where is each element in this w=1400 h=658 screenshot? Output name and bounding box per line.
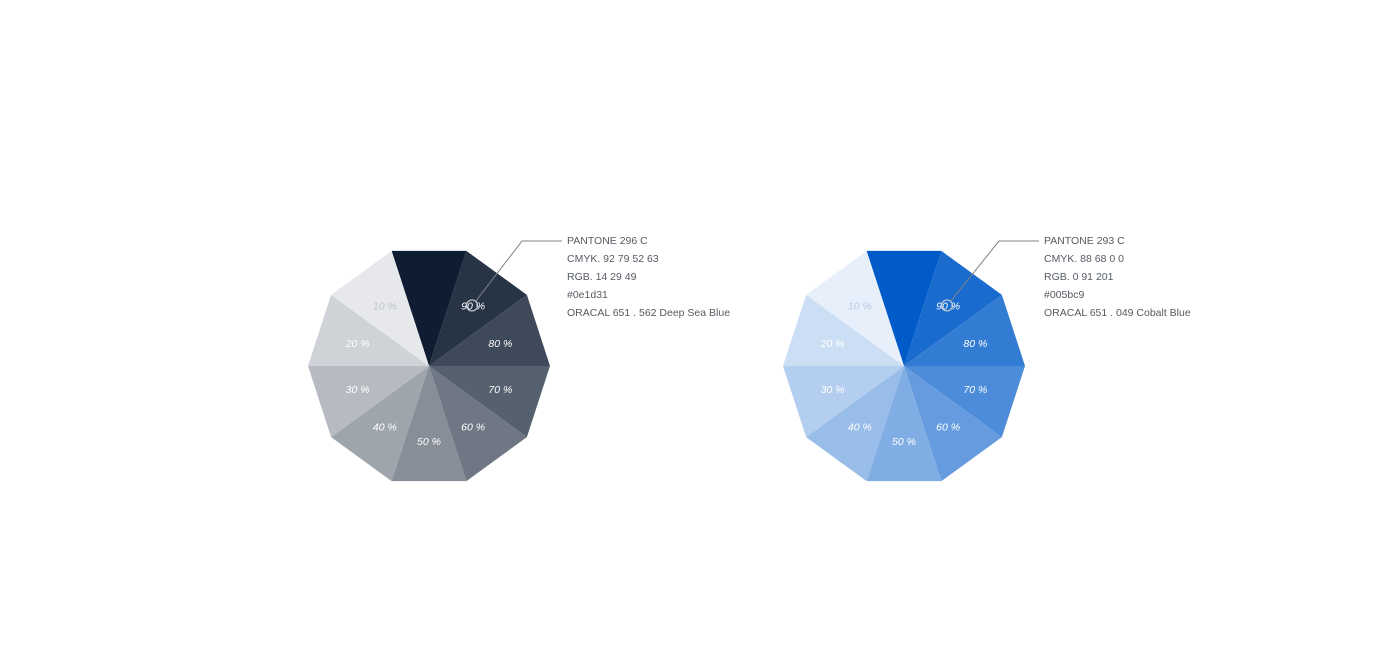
tint-label: 70 % bbox=[963, 384, 987, 396]
tint-wedge bbox=[904, 366, 1002, 482]
tint-label: 30 % bbox=[346, 384, 370, 396]
cmyk-values: CMYK. 88 68 0 0 bbox=[1044, 253, 1124, 265]
tint-wedge bbox=[904, 250, 1002, 366]
tint-wedge bbox=[429, 366, 550, 438]
tint-label: 40 % bbox=[848, 422, 872, 434]
swatch-info-cobalt-blue: PANTONE 293 C CMYK. 88 68 0 0 RGB. 0 91 … bbox=[1044, 232, 1191, 322]
tint-label: 20 % bbox=[820, 338, 845, 350]
tint-wedge bbox=[331, 366, 429, 482]
leader-line bbox=[475, 240, 562, 302]
hex-value: #0e1d31 bbox=[567, 289, 608, 301]
tint-wedge bbox=[391, 250, 467, 366]
swatch-info-deep-sea-blue: PANTONE 296 C CMYK. 92 79 52 63 RGB. 14 … bbox=[567, 232, 730, 322]
tint-wedge bbox=[806, 366, 904, 482]
tint-wedge bbox=[429, 366, 527, 482]
tint-label: 10 % bbox=[373, 300, 397, 312]
tint-label: 50 % bbox=[417, 436, 441, 448]
swatch-deep-sea-blue: 90 %80 %70 %60 %50 %40 %30 %20 %10 % bbox=[308, 240, 562, 482]
tint-wedge bbox=[783, 366, 904, 438]
tint-wedge bbox=[429, 250, 527, 366]
tint-wedge bbox=[783, 294, 904, 366]
tint-wedge bbox=[391, 366, 467, 482]
tint-label: 60 % bbox=[461, 422, 485, 434]
rgb-values: RGB. 14 29 49 bbox=[567, 271, 637, 283]
swatch-cobalt-blue: 90 %80 %70 %60 %50 %40 %30 %20 %10 % bbox=[783, 240, 1039, 482]
tint-label: 10 % bbox=[848, 300, 872, 312]
tint-label: 80 % bbox=[963, 338, 987, 350]
tint-label: 70 % bbox=[488, 384, 512, 396]
pantone-code: PANTONE 293 C bbox=[1044, 235, 1125, 247]
tint-wedge bbox=[866, 366, 942, 482]
tint-wedge bbox=[866, 250, 942, 366]
tint-label: 80 % bbox=[488, 338, 512, 350]
hex-value: #005bc9 bbox=[1044, 289, 1085, 301]
tint-wedge bbox=[806, 250, 904, 366]
tint-wedge bbox=[429, 294, 550, 366]
tint-wedge bbox=[331, 250, 429, 366]
oracal-code: ORACAL 651 . 562 Deep Sea Blue bbox=[567, 307, 731, 319]
oracal-code: ORACAL 651 . 049 Cobalt Blue bbox=[1044, 307, 1191, 319]
tint-label: 40 % bbox=[373, 422, 397, 434]
pantone-code: PANTONE 296 C bbox=[567, 235, 648, 247]
tint-wedge bbox=[904, 294, 1025, 366]
cmyk-values: CMYK. 92 79 52 63 bbox=[567, 253, 659, 265]
tint-label: 60 % bbox=[936, 422, 960, 434]
tint-wedge bbox=[904, 366, 1025, 438]
tint-label: 50 % bbox=[892, 436, 916, 448]
leader-line bbox=[950, 240, 1039, 302]
callout-marker bbox=[940, 299, 954, 312]
tint-wedge bbox=[308, 366, 429, 438]
tint-wedge bbox=[308, 294, 429, 366]
tint-label: 20 % bbox=[345, 338, 370, 350]
tint-label: 30 % bbox=[821, 384, 845, 396]
rgb-values: RGB. 0 91 201 bbox=[1044, 271, 1114, 283]
callout-marker bbox=[465, 299, 479, 312]
